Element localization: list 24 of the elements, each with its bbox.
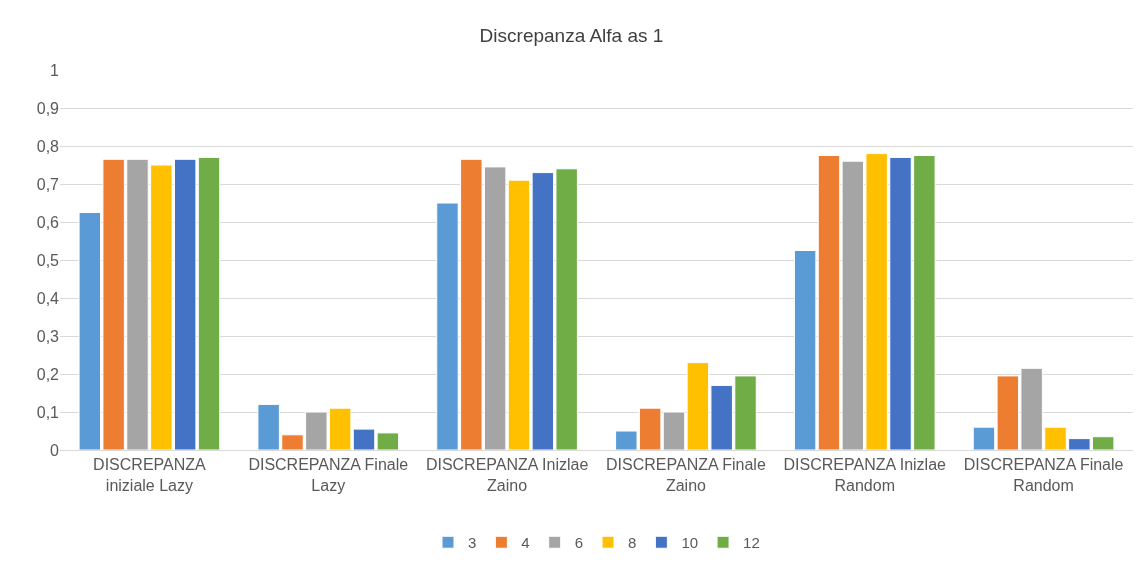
y-tick-label: 0,5: [36, 251, 60, 269]
legend-label: 4: [521, 534, 530, 552]
y-tick-label: 0,9: [36, 99, 60, 117]
x-tick-label: DISCREPANZA Finale Random: [963, 456, 1124, 494]
x-tick-label: DISCREPANZA iniziale Lazy: [93, 456, 207, 494]
legend-label: 8: [628, 534, 637, 552]
x-tick-label: DISCREPANZA Inizlae Random: [783, 456, 947, 494]
y-tick-label: 0,4: [36, 289, 60, 307]
x-tick-label: DISCREPANZA Inizlae Zaino: [425, 456, 589, 494]
chart-title: Discrepanza Alfa as 1: [479, 24, 664, 46]
y-tick-label: 0,3: [36, 327, 60, 345]
legend-label: 6: [574, 534, 584, 552]
x-tick-label: DISCREPANZA Finale Lazy: [248, 456, 409, 494]
y-tick-label: 0,6: [36, 213, 60, 231]
y-tick-label: 0,8: [36, 137, 60, 155]
y-tick-label: 0,7: [36, 175, 60, 193]
y-tick-label: 0,2: [36, 365, 60, 383]
y-tick-label: 0,1: [36, 403, 60, 421]
legend-label: 3: [468, 534, 477, 552]
y-tick-label: 1: [50, 61, 60, 79]
legend-label: 12: [743, 534, 760, 552]
legend-label: 10: [681, 534, 699, 552]
y-tick-label: 0: [50, 441, 60, 459]
x-tick-label: DISCREPANZA Finale Zaino: [606, 456, 766, 494]
